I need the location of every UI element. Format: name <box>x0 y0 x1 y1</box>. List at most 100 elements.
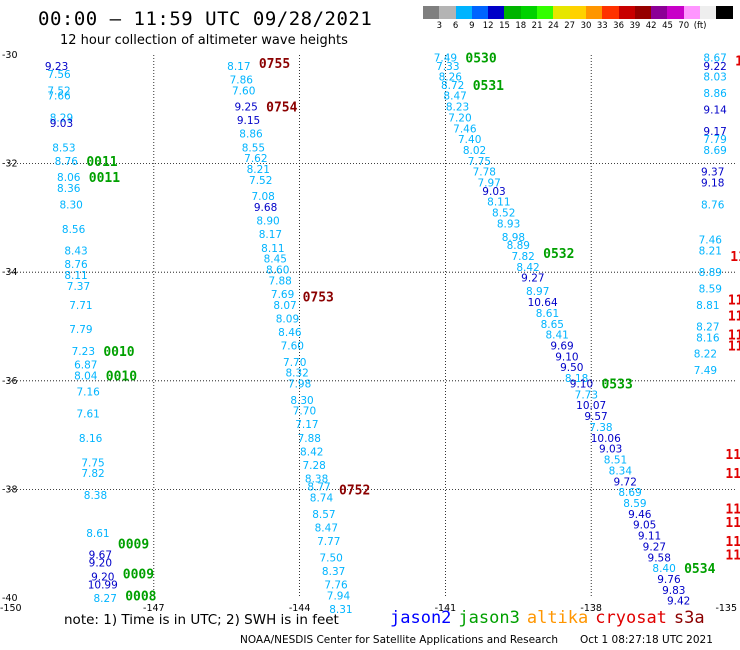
swh-value: 7.88 <box>298 433 321 445</box>
colorbar-swatch <box>683 6 701 19</box>
swh-value: 8.04 <box>74 370 98 382</box>
swh-value: 8.18 <box>565 373 588 385</box>
swh-value: 8.76 <box>64 259 88 271</box>
swh-value: 8.45 <box>264 254 287 266</box>
swh-value: 8.42 <box>300 446 323 458</box>
pass-time-label: 0755 <box>259 57 290 72</box>
swh-value: 9.03 <box>599 444 622 456</box>
colorbar-swatch <box>439 6 456 19</box>
satellite-legend-s3a: s3a <box>673 608 705 628</box>
axis-ticks: -30 -32 -34 -36 -38 -40-150 -147 -144 -141 -138 -1… <box>0 50 737 614</box>
swh-value: 7.69 <box>271 289 294 301</box>
swh-value: 7.56 <box>47 69 71 81</box>
swh-value: 8.52 <box>492 207 515 219</box>
colorbar-label: 70 <box>678 21 690 31</box>
swh-value: 7.28 <box>302 460 325 472</box>
swh-value: 9.27 <box>521 273 544 285</box>
swh-value: 8.09 <box>276 313 299 325</box>
swh-value: 7.79 <box>69 324 92 336</box>
pass-time-label: 0008 <box>125 589 156 604</box>
swh-value: 8.34 <box>609 465 633 477</box>
pass-time-label: 0752 <box>339 483 370 498</box>
pass-time-label: 0753 <box>303 291 334 306</box>
swh-value: 8.41 <box>545 330 568 342</box>
swh-value: 9.58 <box>648 552 671 564</box>
pass-time-label: 0011 <box>86 155 117 170</box>
swh-value: 7.94 <box>327 590 351 602</box>
swh-value: 7.50 <box>319 552 342 564</box>
swh-value: 8.76 <box>55 156 79 168</box>
swh-value: 7.46 <box>699 235 723 247</box>
swh-value: 9.83 <box>662 585 685 597</box>
swh-value: 9.14 <box>703 104 727 116</box>
pass-time-label: 0010 <box>103 345 134 360</box>
swh-value: 8.27 <box>696 322 719 334</box>
longitude-tick-label: -141 <box>435 603 457 614</box>
swh-value: 7.49 <box>434 53 457 65</box>
swh-value: 8.98 <box>502 232 525 244</box>
swh-value: 7.20 <box>448 112 471 124</box>
swh-value: 9.76 <box>657 574 681 586</box>
swh-value: 8.37 <box>322 566 345 578</box>
pass-time-label: 0010 <box>106 369 137 384</box>
pass-time-label: 0531 <box>473 79 504 94</box>
swh-value: 7.66 <box>47 91 71 103</box>
swh-value: 7.33 <box>436 61 459 73</box>
colorbar-swatch <box>602 6 619 19</box>
swh-value: 8.93 <box>497 218 520 230</box>
latitude-tick-label: -32 <box>2 159 18 170</box>
colorbar-label: 21 <box>531 21 543 31</box>
swh-value: 9.03 <box>482 186 505 198</box>
pass-time-label: 1114 <box>725 448 740 463</box>
colorbar-swatch <box>504 6 521 19</box>
swh-value: 7.70 <box>283 357 306 369</box>
swh-value: 8.77 <box>307 482 330 494</box>
pass-time-label: 1114 <box>728 310 740 325</box>
swh-value: 9.18 <box>701 178 724 190</box>
swh-value: 8.89 <box>699 267 722 279</box>
swh-value: 8.53 <box>52 142 75 154</box>
colorbar-swatch <box>716 6 733 19</box>
swh-value: 7.16 <box>76 387 100 399</box>
swh-value: 9.68 <box>254 202 277 214</box>
longitude-tick-label: -135 <box>715 603 737 614</box>
swh-value: 7.78 <box>473 167 496 179</box>
colorbar-swatch <box>423 6 440 19</box>
map-title: 00:00 – 11:59 UTC 09/28/2021 <box>38 8 373 30</box>
footer-note: note: 1) Time is in UTC; 2) SWH is in fe… <box>64 612 339 628</box>
swh-value: 9.57 <box>584 411 607 423</box>
swh-value: 8.17 <box>259 229 282 241</box>
swh-value: 7.75 <box>81 457 104 469</box>
swh-value: 9.69 <box>550 341 573 353</box>
swh-colorbar <box>423 6 733 19</box>
swh-value: 8.22 <box>694 349 717 361</box>
swh-value: 7.73 <box>575 389 598 401</box>
satellite-legend-jason3: jason3 <box>458 608 520 628</box>
swh-value: 7.37 <box>67 281 90 293</box>
swh-value: 7.97 <box>477 178 500 190</box>
swh-value: 8.11 <box>64 270 87 282</box>
swh-value: 10.64 <box>528 297 558 309</box>
swh-value: 9.72 <box>614 476 637 488</box>
swh-value: 8.26 <box>439 72 463 84</box>
colorbar-swatch <box>651 6 668 19</box>
swh-value: 9.10 <box>570 379 593 391</box>
colorbar-swatch <box>569 6 586 19</box>
swh-value: 7.75 <box>468 156 491 168</box>
colorbar-swatch <box>471 6 489 19</box>
swh-value: 8.56 <box>62 224 86 236</box>
swh-value: 8.31 <box>329 604 352 616</box>
swh-value: 8.36 <box>57 183 81 195</box>
swh-value: 9.25 <box>234 102 257 114</box>
swh-value: 8.47 <box>443 91 466 103</box>
generation-timestamp: Oct 1 08:27:18 UTC 2021 <box>580 634 713 646</box>
swh-value: 9.05 <box>633 520 656 532</box>
colorbar-swatch <box>667 6 684 19</box>
map-subtitle: 12 hour collection of altimeter wave hei… <box>60 33 348 48</box>
swh-value: 9.03 <box>50 118 73 130</box>
swh-value: 6.87 <box>74 360 97 372</box>
pass-time-label: 1115 <box>725 502 740 517</box>
swh-value: 9.50 <box>560 362 583 374</box>
